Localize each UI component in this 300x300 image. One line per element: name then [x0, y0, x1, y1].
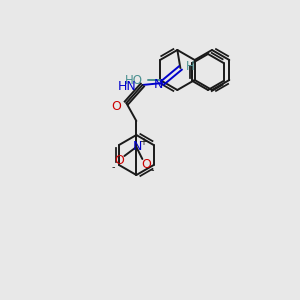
Text: O: O	[141, 158, 151, 170]
Text: O: O	[114, 154, 124, 167]
Text: HO: HO	[125, 74, 143, 86]
Text: HN: HN	[118, 80, 136, 92]
Text: N: N	[133, 140, 142, 154]
Text: +: +	[140, 137, 147, 147]
Text: N: N	[154, 77, 163, 91]
Text: H: H	[186, 59, 195, 73]
Text: -: -	[112, 162, 115, 172]
Text: O: O	[111, 100, 121, 112]
Text: -: -	[151, 165, 154, 175]
